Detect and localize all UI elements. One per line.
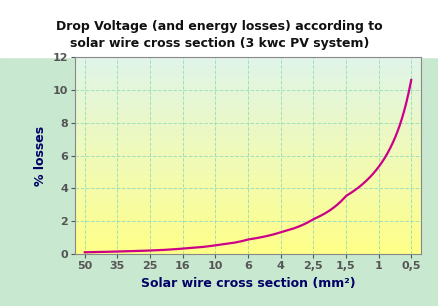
Text: Drop Voltage (and energy losses) according to
solar wire cross section (3 kwc PV: Drop Voltage (and energy losses) accordi…	[56, 20, 382, 50]
X-axis label: Solar wire cross section (mm²): Solar wire cross section (mm²)	[140, 277, 354, 289]
Y-axis label: % losses: % losses	[34, 125, 47, 185]
